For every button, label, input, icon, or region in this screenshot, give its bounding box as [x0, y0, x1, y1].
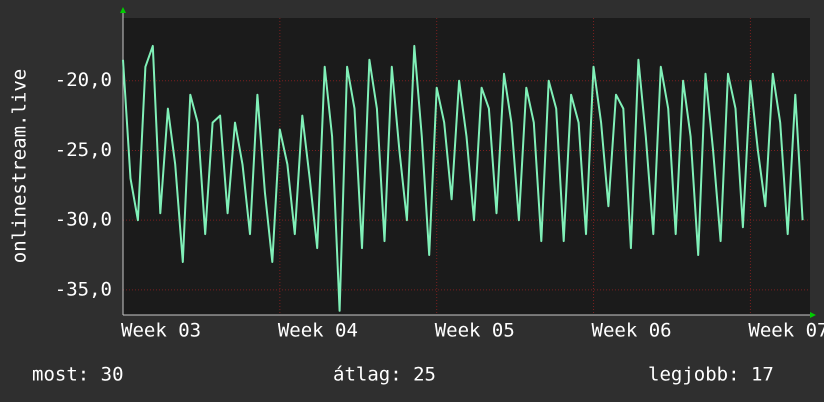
plot-area — [123, 18, 810, 315]
stat-current: most: 30 — [32, 364, 124, 386]
axis-arrow — [120, 7, 126, 13]
y-tick-label: -25,0 — [55, 139, 112, 161]
x-tick-label: Week 03 — [121, 320, 201, 342]
grid — [122, 18, 810, 315]
y-axis-label: onlinestream.live — [9, 69, 31, 263]
y-tick-label: -30,0 — [55, 209, 112, 231]
x-tick-label: Week 04 — [278, 320, 358, 342]
stat-average: átlag: 25 — [333, 364, 436, 386]
x-tick-label: Week 06 — [592, 320, 672, 342]
stat-best: legjobb: 17 — [648, 364, 774, 386]
series-line — [122, 44, 804, 312]
axis-arrow — [810, 312, 816, 318]
y-tick-label: -20,0 — [55, 69, 112, 91]
x-tick-label: Week 05 — [435, 320, 515, 342]
y-tick-label: -35,0 — [55, 278, 112, 300]
x-tick-label: Week 07 — [748, 320, 824, 342]
